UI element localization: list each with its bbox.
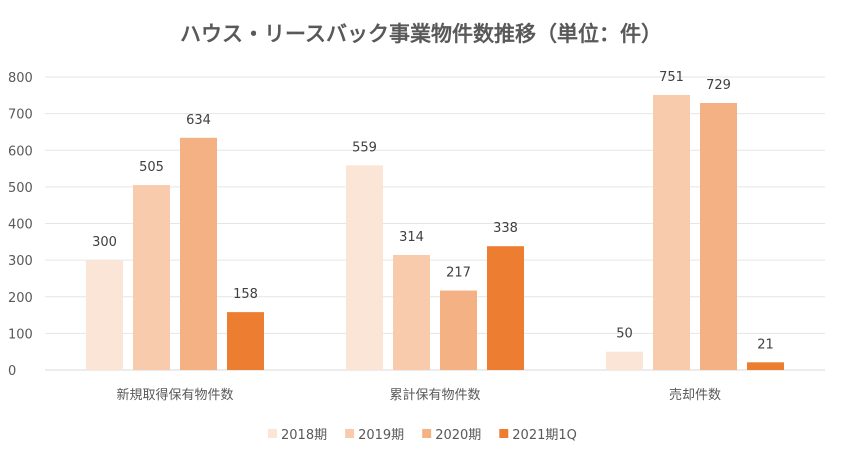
data-label: 505: [139, 160, 164, 175]
bar: [227, 312, 264, 370]
legend-swatch: [422, 429, 432, 438]
y-tick-label: 700: [8, 108, 33, 123]
x-tick-label: 売却件数: [669, 387, 721, 403]
data-label: 338: [493, 221, 518, 236]
data-label: 559: [352, 140, 377, 155]
x-tick-label: 新規取得保有物件数: [116, 387, 233, 403]
y-tick-label: 100: [8, 327, 33, 342]
legend-label: 2020期: [435, 428, 481, 443]
data-label: 634: [186, 113, 211, 128]
data-label: 50: [616, 327, 633, 342]
legend-label: 2018期: [281, 428, 327, 443]
y-tick-label: 400: [8, 218, 33, 233]
y-tick-label: 800: [8, 71, 33, 86]
bar: [346, 165, 383, 370]
data-label: 751: [659, 70, 684, 85]
bar: [86, 260, 123, 370]
data-label: 729: [706, 78, 731, 93]
y-tick-label: 500: [8, 181, 33, 196]
y-tick-label: 200: [8, 291, 33, 306]
bar: [180, 137, 217, 370]
data-label: 314: [399, 230, 424, 245]
y-tick-label: 300: [8, 254, 33, 269]
x-tick-label: 累計保有物件数: [389, 387, 480, 403]
bar: [653, 94, 690, 370]
data-label: 217: [446, 266, 471, 281]
chart-title: ハウス・リースバック事業物件数推移（単位：件）: [180, 22, 662, 46]
data-label: 21: [757, 337, 774, 352]
legend-label: 2021期1Q: [512, 428, 577, 443]
y-tick-label: 600: [8, 144, 33, 159]
bar: [393, 254, 430, 370]
legend-swatch: [268, 429, 277, 438]
legend-swatch: [499, 429, 509, 438]
data-label: 300: [92, 235, 117, 250]
bar: [606, 351, 643, 370]
y-tick-label: 0: [8, 364, 16, 379]
bar: [747, 362, 784, 370]
legend-label: 2019期: [358, 428, 404, 443]
bar: [133, 185, 170, 370]
data-label: 158: [233, 287, 258, 302]
legend-swatch: [345, 429, 355, 438]
bar: [440, 290, 477, 370]
bar: [700, 103, 737, 370]
bar: [487, 246, 524, 370]
